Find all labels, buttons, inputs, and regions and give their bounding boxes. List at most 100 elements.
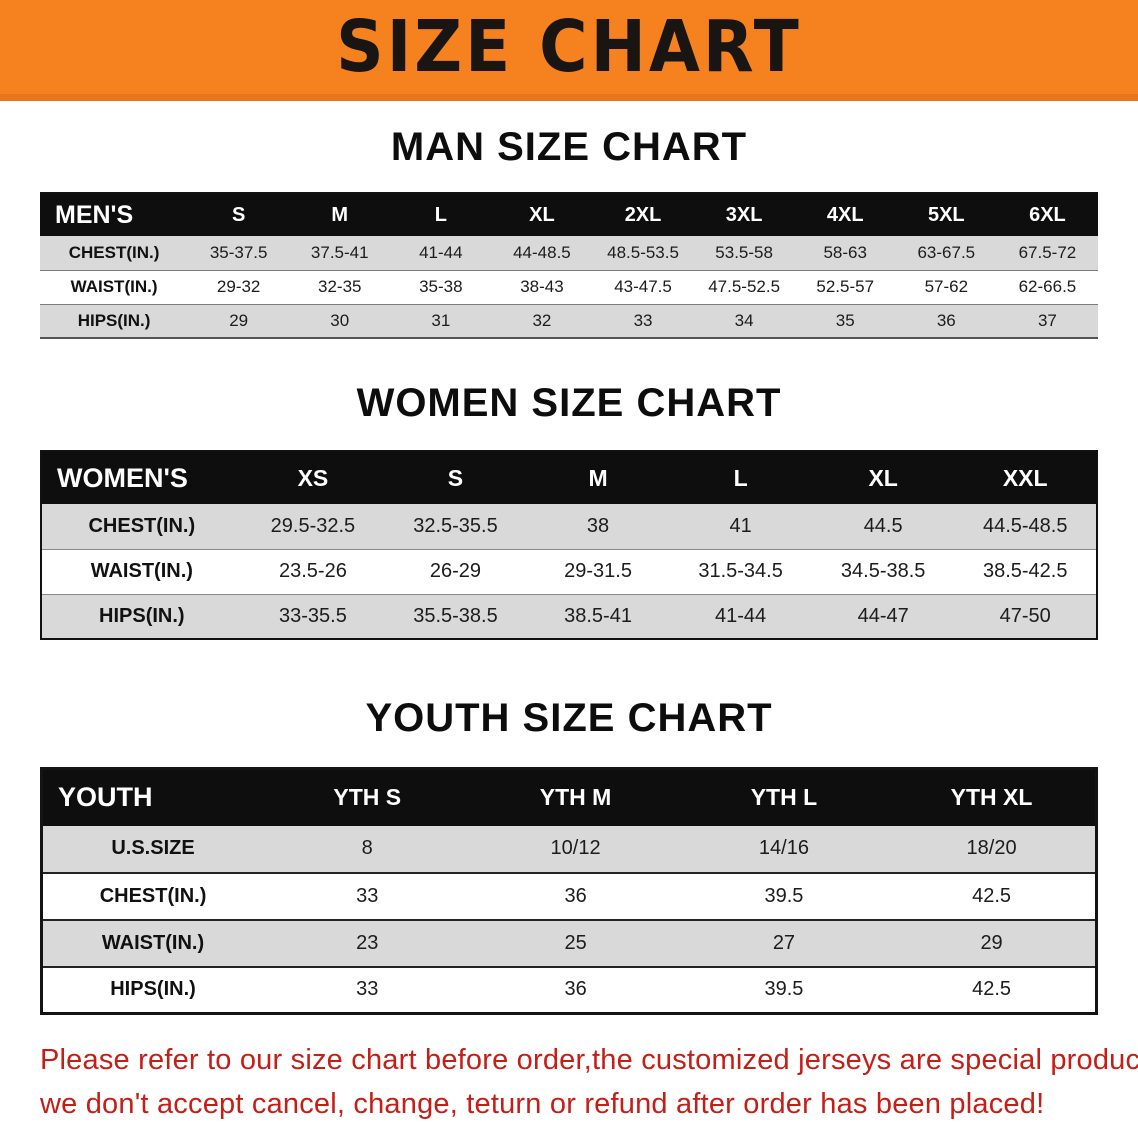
size-header-cell: 6XL [996, 193, 1098, 236]
measurement-row: CHEST(IN.) 35-37.5 37.5-41 41-44 44-48.5 48.5… [40, 236, 1098, 270]
row-label-cell: HIPS(IN.) [99, 604, 185, 627]
youth-size-table: YOUTH YTH S YTH M YTH L YTH XL U.S.SIZE 8 10/12… [40, 767, 1098, 1015]
value-cell: 25 [564, 931, 587, 954]
women-size-table: WOMEN'S XS S M L XL XXL CHEST(IN.) 29.5-32.5 32.5… [40, 450, 1098, 640]
page-title: SIZE CHART [336, 4, 802, 89]
size-header-cell: YTH M [471, 768, 680, 826]
size-header-cell: L [390, 193, 492, 236]
value-cell: 32.5-35.5 [413, 514, 498, 537]
row-label-cell: CHEST(IN.) [88, 514, 196, 537]
value-cell: 47-50 [999, 604, 1051, 627]
value-cell: 18/20 [966, 837, 1017, 859]
value-cell: 47.5-52.5 [708, 277, 781, 296]
size-header-cell: YTH XL [888, 768, 1097, 826]
men-size-section: MAN SIZE CHART MEN'S S M L XL 2XL 3XL 4XL 5XL 6XL… [0, 125, 1138, 339]
value-cell: 41-44 [419, 242, 463, 262]
value-cell: 37.5-41 [310, 242, 369, 262]
women-size-section: WOMEN SIZE CHART WOMEN'S XS S M L XL XXL CHEST(… [0, 381, 1138, 640]
row-label-cell: U.S.SIZE [111, 837, 195, 859]
value-cell: 67.5-72 [1018, 242, 1077, 262]
measurement-row: HIPS(IN.) 29 30 31 32 33 34 35 36 37 [40, 304, 1098, 338]
size-header-cell: L [669, 451, 812, 504]
size-header-cell: M [289, 193, 391, 236]
disclaimer-line-2: we don't accept cancel, change, teturn o… [40, 1087, 1045, 1120]
value-cell: 36 [564, 884, 587, 907]
value-cell: 48.5-53.5 [607, 242, 679, 262]
value-cell: 35-37.5 [209, 242, 268, 262]
size-header-cell: XL [491, 193, 593, 236]
value-cell: 26-29 [429, 560, 482, 582]
value-cell: 35.5-38.5 [413, 604, 498, 627]
value-cell: 38.5-41 [564, 604, 632, 627]
measurement-row: WAIST(IN.) 23.5-26 26-29 29-31.5 31.5-34.5 34… [41, 549, 1097, 594]
row-label-cell: WAIST(IN.) [70, 277, 158, 296]
value-cell: 53.5-58 [715, 242, 773, 262]
size-header-cell: 4XL [794, 193, 896, 236]
size-header-cell: 5XL [895, 193, 997, 236]
value-cell: 33 [633, 310, 653, 330]
size-header-cell: S [384, 451, 527, 504]
measurement-row: HIPS(IN.) 33-35.5 35.5-38.5 38.5-41 41-44 44-… [41, 594, 1097, 639]
women-section-heading: WOMEN SIZE CHART [356, 381, 782, 425]
value-cell: 31.5-34.5 [698, 560, 783, 582]
men-size-table: MEN'S S M L XL 2XL 3XL 4XL 5XL 6XL CHEST(IN.) 35-37… [40, 192, 1098, 339]
size-header-row: MEN'S S M L XL 2XL 3XL 4XL 5XL 6XL [40, 193, 1098, 236]
value-cell: 31 [431, 310, 451, 330]
measurement-row: CHEST(IN.) 33 36 39.5 42.5 [41, 873, 1097, 920]
value-cell: 29-31.5 [564, 560, 632, 582]
size-header-row: YOUTH YTH S YTH M YTH L YTH XL [41, 768, 1097, 826]
value-cell: 57-62 [924, 277, 969, 296]
size-header-cell: S [188, 193, 290, 236]
value-cell: 41-44 [715, 604, 767, 627]
value-cell: 8 [361, 837, 373, 859]
value-cell: 58-63 [823, 242, 867, 262]
size-header-cell: XL [811, 451, 955, 504]
value-cell: 23.5-26 [278, 560, 347, 582]
value-cell: 43-47.5 [614, 277, 672, 296]
value-cell: 32-35 [318, 277, 362, 296]
value-cell: 35-38 [419, 277, 463, 296]
value-cell: 27 [772, 931, 796, 954]
value-cell: 29-32 [216, 277, 261, 296]
measurement-row: U.S.SIZE 8 10/12 14/16 18/20 [41, 825, 1097, 873]
table-title-cell: WOMEN'S [41, 451, 242, 504]
measurement-row: WAIST(IN.) 23 25 27 29 [41, 919, 1097, 967]
value-cell: 63-67.5 [917, 242, 976, 262]
size-header-row: WOMEN'S XS S M L XL XXL [41, 451, 1097, 504]
row-label-cell: CHEST(IN.) [68, 242, 160, 262]
table-title-cell: YOUTH [41, 768, 264, 826]
value-cell: 30 [330, 310, 350, 330]
size-chart-banner: SIZE CHART [0, 0, 1138, 101]
value-cell: 44-48.5 [513, 242, 571, 262]
value-cell: 34.5-38.5 [840, 560, 926, 582]
value-cell: 10/12 [550, 837, 601, 859]
value-cell: 42.5 [972, 978, 1012, 1001]
value-cell: 38 [586, 514, 610, 537]
value-cell: 33 [356, 884, 379, 907]
value-cell: 29 [980, 931, 1003, 954]
value-cell: 39.5 [764, 978, 804, 1001]
disclaimer: Please refer to our size chart before or… [0, 1039, 1138, 1126]
value-cell: 32 [532, 310, 552, 330]
men-section-heading: MAN SIZE CHART [390, 125, 748, 169]
value-cell: 41 [729, 514, 752, 537]
row-label-cell: HIPS(IN.) [77, 310, 151, 330]
measurement-row: HIPS(IN.) 33 36 39.5 42.5 [41, 967, 1097, 1014]
size-header-cell: M [526, 451, 670, 504]
value-cell: 36 [564, 978, 587, 1001]
row-label-cell: WAIST(IN.) [101, 931, 205, 954]
value-cell: 33 [356, 978, 379, 1001]
value-cell: 37 [1037, 310, 1057, 330]
value-cell: 52.5-57 [816, 277, 875, 296]
value-cell: 33-35.5 [278, 604, 347, 627]
value-cell: 29 [229, 310, 249, 330]
size-header-cell: YTH L [679, 768, 889, 826]
row-label-cell: WAIST(IN.) [90, 560, 193, 582]
size-header-cell: XXL [954, 451, 1097, 504]
value-cell: 38-43 [520, 277, 564, 296]
value-cell: 44-47 [857, 604, 909, 627]
value-cell: 23 [356, 931, 379, 954]
disclaimer-line-1: Please refer to our size chart before or… [40, 1044, 1138, 1076]
value-cell: 34 [734, 310, 754, 330]
